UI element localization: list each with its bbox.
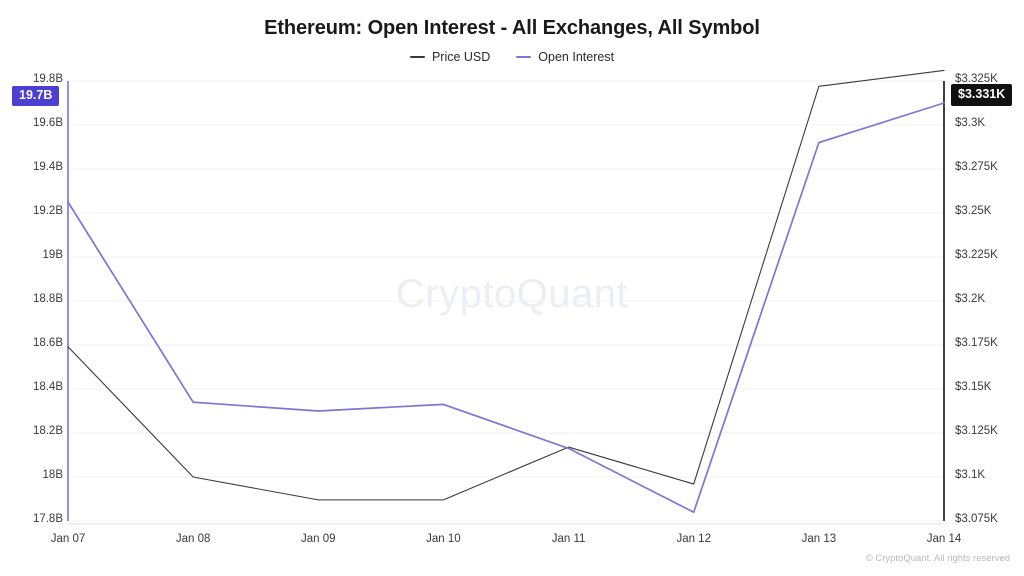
y-axis-right-tick: $3.2K [955, 293, 986, 305]
legend-item-open-interest[interactable]: Open Interest [516, 50, 614, 64]
y-axis-left-tick: 19B [42, 249, 63, 261]
y-axis-left-tick: 18.8B [32, 293, 63, 305]
legend-label-open-interest: Open Interest [538, 50, 615, 64]
y-axis-left-tick: 19.6B [32, 117, 63, 129]
left-axis-current-value-badge: 19.7B [12, 86, 60, 106]
x-axis-tick: Jan 14 [926, 533, 962, 545]
y-axis-left-tick: 18.6B [32, 337, 63, 349]
x-axis-tick: Jan 10 [426, 533, 461, 545]
x-axis-tick: Jan 08 [175, 533, 211, 545]
y-axis-right-tick: $3.275K [955, 161, 998, 173]
y-axis-right-tick: $3.3K [955, 117, 986, 129]
page-title: Ethereum: Open Interest - All Exchanges,… [264, 17, 760, 39]
y-axis-right-tick: $3.1K [955, 469, 986, 481]
y-axis-left-tick: 18.4B [32, 381, 63, 393]
y-axis-right-tick: $3.325K [955, 73, 998, 85]
chart-legend: Price USD Open Interest [0, 50, 1024, 64]
legend-swatch-open-interest [516, 56, 532, 58]
right-axis-current-value-badge: $3.331K [951, 84, 1013, 106]
y-axis-left-tick: 18B [42, 469, 63, 481]
y-axis-left-tick: 19.8B [32, 73, 63, 85]
legend-label-price-usd: Price USD [431, 50, 491, 64]
y-axis-right-tick: $3.075K [955, 513, 998, 525]
y-axis-left-tick: 17.8B [32, 513, 63, 525]
y-axis-right-tick: $3.175K [955, 337, 998, 349]
footer-copyright: © CryptoQuant. All rights reserved [865, 553, 1010, 564]
y-axis-right-tick: $3.225K [955, 249, 998, 261]
x-axis-tick: Jan 09 [301, 533, 336, 545]
y-axis-left-tick: 19.2B [32, 205, 63, 217]
y-axis-left-tick: 19.4B [32, 161, 63, 173]
y-axis-right-tick: $3.125K [955, 425, 998, 437]
legend-item-price-usd[interactable]: Price USD [409, 50, 491, 64]
cryptoquant-watermark: CryptoQuant [395, 272, 629, 316]
y-axis-right-tick: $3.25K [955, 205, 992, 217]
y-axis-right-tick: $3.15K [955, 381, 992, 393]
y-axis-left-tick: 18.2B [32, 425, 63, 437]
x-axis-tick: Jan 13 [801, 533, 837, 545]
legend-swatch-price-usd [409, 56, 425, 58]
x-axis-tick: Jan 07 [50, 533, 86, 545]
x-axis-tick: Jan 12 [676, 533, 711, 545]
x-axis-tick: Jan 11 [551, 533, 586, 545]
